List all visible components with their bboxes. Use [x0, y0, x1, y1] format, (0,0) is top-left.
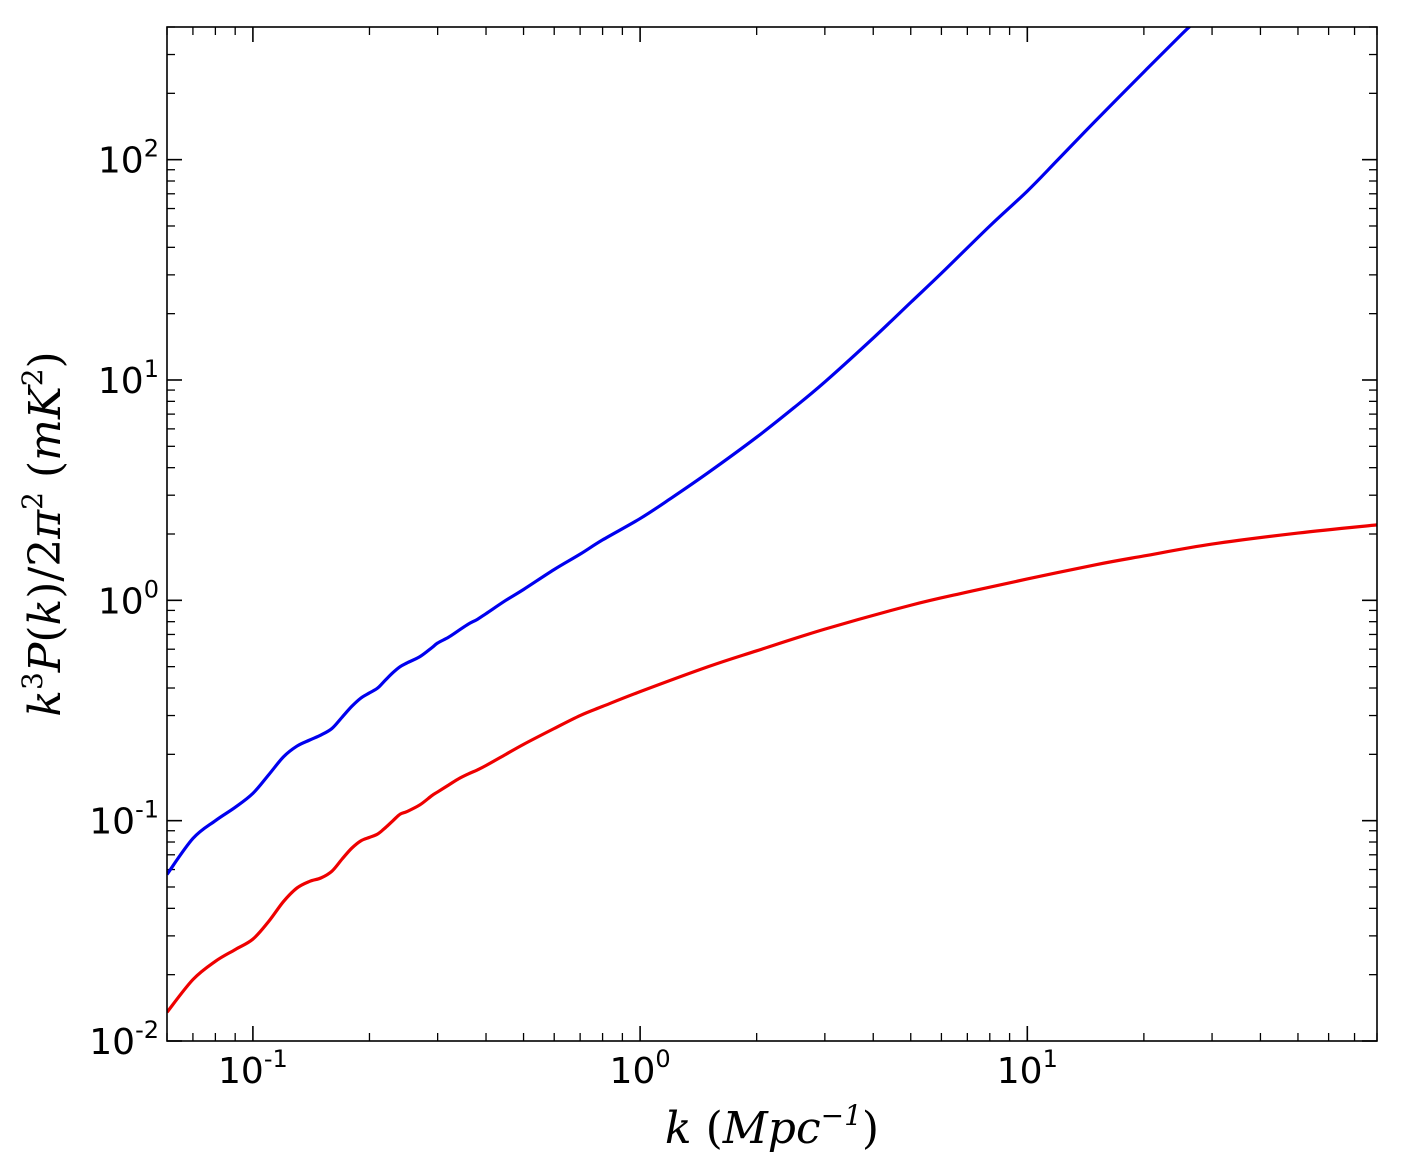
x-tick-label: 100 — [610, 1045, 671, 1092]
blue-series-line — [167, 27, 1192, 876]
y-axis-title: k3P(k)/2π2 (mK2) — [16, 351, 71, 716]
y-tick-label: 10-2 — [89, 1016, 159, 1063]
x-tick-label: 10-1 — [218, 1045, 288, 1092]
y-tick-label: 102 — [98, 135, 159, 182]
plot-frame — [166, 26, 1378, 1042]
y-tick-label: 101 — [98, 355, 159, 402]
red-series-line — [167, 523, 1377, 1014]
y-tick-label: 100 — [98, 575, 159, 622]
major-ticks — [167, 27, 1377, 1042]
series-layer — [167, 27, 1377, 1014]
x-tick-label: 101 — [997, 1045, 1058, 1092]
y-tick-labels: 10-2 10-1 100 101 102 — [89, 135, 159, 1063]
minor-ticks — [166, 26, 1378, 1041]
x-axis-title: k (Mpc−1) — [665, 1099, 879, 1154]
x-tick-labels: 10-1 100 101 — [218, 1045, 1058, 1092]
y-tick-label: 10-1 — [89, 796, 159, 843]
